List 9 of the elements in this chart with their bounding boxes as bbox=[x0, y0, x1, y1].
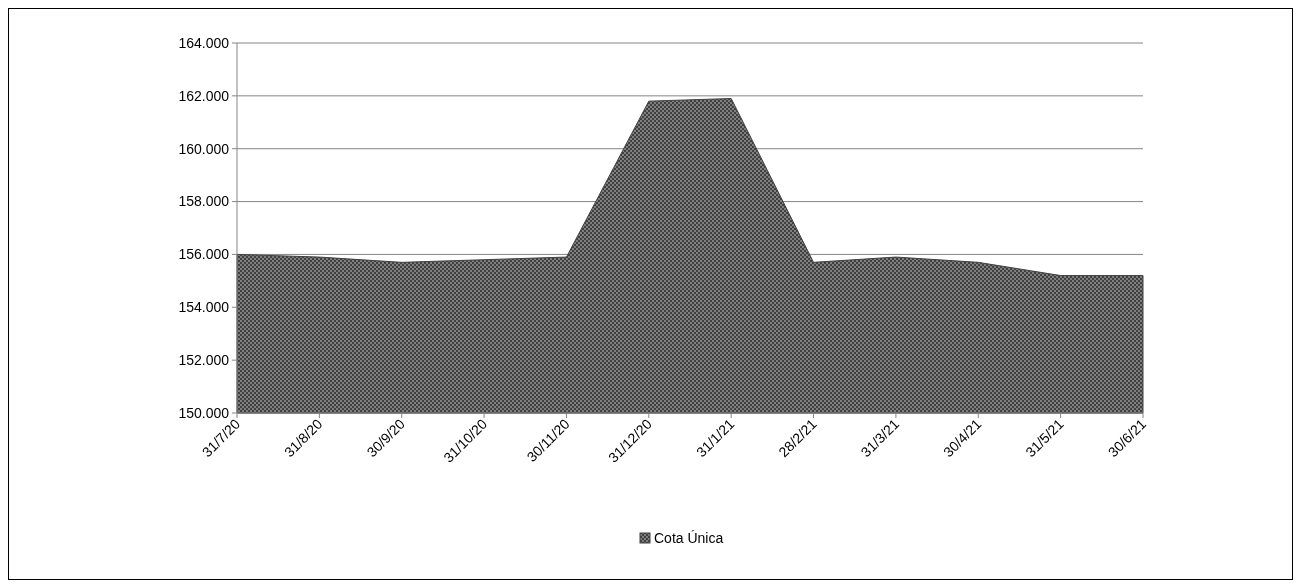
y-tick-label: 158.000 bbox=[178, 193, 230, 210]
y-tick-label: 150.000 bbox=[178, 404, 230, 421]
y-tick-label: 162.000 bbox=[178, 87, 230, 104]
y-tick-label: 156.000 bbox=[178, 246, 230, 263]
y-tick-label: 154.000 bbox=[178, 299, 230, 316]
y-tick-label: 160.000 bbox=[178, 140, 230, 157]
y-tick-label: 152.000 bbox=[178, 352, 230, 369]
legend-label: Cota Única bbox=[654, 529, 724, 546]
y-tick-label: 164.000 bbox=[178, 34, 230, 51]
